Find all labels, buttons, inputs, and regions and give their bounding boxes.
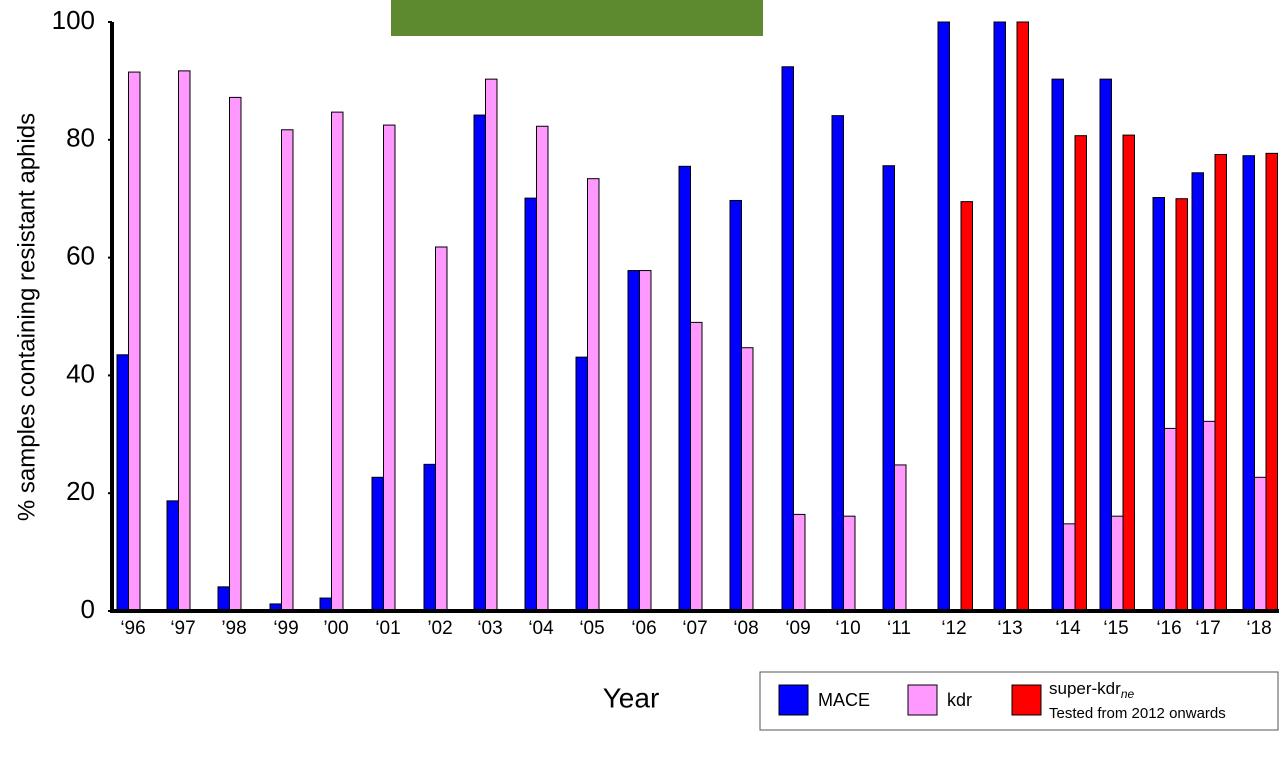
- bar: [117, 355, 129, 611]
- x-tick-label: ‘96: [120, 618, 145, 639]
- bar: [474, 115, 486, 611]
- bar: [742, 348, 754, 611]
- bar: [1176, 199, 1188, 611]
- chart: % samples containing resistant aphids Ye…: [0, 0, 1279, 758]
- x-tick-label: ‘15: [1103, 618, 1128, 639]
- x-tick-label: ‘04: [528, 618, 554, 639]
- x-tick-label: ‘07: [682, 618, 707, 639]
- bar: [424, 464, 436, 611]
- bar: [1123, 135, 1135, 611]
- bar: [938, 22, 950, 611]
- bar: [1243, 156, 1255, 611]
- bar: [525, 198, 537, 611]
- x-tick-label: ‘17: [1195, 618, 1220, 639]
- x-tick-label: ‘11: [887, 618, 911, 639]
- y-tick-label: 40: [66, 358, 95, 388]
- bar: [794, 514, 806, 611]
- bar: [1215, 155, 1227, 611]
- bar: [588, 179, 600, 611]
- legend-subscript: ne: [1121, 687, 1135, 701]
- bar: [844, 516, 856, 611]
- x-tick-label: ‘06: [631, 618, 656, 639]
- bar: [1017, 22, 1029, 611]
- x-tick-label: ‘09: [785, 618, 810, 639]
- bar: [282, 130, 294, 611]
- legend-label: MACE: [818, 690, 870, 710]
- bar: [832, 116, 844, 611]
- bar: [1255, 477, 1267, 611]
- bar: [628, 271, 640, 611]
- x-tick-label: ‘13: [997, 618, 1022, 639]
- y-axis-label: % samples containing resistant aphids: [13, 113, 40, 521]
- y-tick-label: 60: [66, 240, 95, 270]
- legend-name: super-kdr: [1049, 679, 1121, 698]
- bar: [372, 477, 384, 611]
- legend-swatch: [1012, 685, 1041, 715]
- x-tick-label: ’02: [427, 618, 452, 639]
- bar: [1204, 421, 1216, 611]
- legend-swatch: [779, 685, 808, 715]
- bar: [640, 271, 652, 611]
- x-tick-label: ‘18: [1246, 618, 1271, 639]
- x-tick-label: ‘97: [170, 618, 195, 639]
- bar: [167, 501, 179, 611]
- x-tick-label: ‘14: [1055, 618, 1081, 639]
- x-tick-label: ‘05: [579, 618, 604, 639]
- bar: [782, 67, 794, 611]
- bar: [332, 112, 344, 611]
- bar: [691, 322, 703, 611]
- y-tick-label: 100: [52, 5, 95, 35]
- bar: [1266, 153, 1278, 611]
- bar: [1165, 428, 1177, 611]
- legend-swatch: [908, 685, 937, 715]
- x-axis-label: Year: [603, 682, 660, 713]
- bar: [230, 97, 242, 611]
- x-tick-label: ‘99: [273, 618, 298, 639]
- bar: [384, 125, 396, 611]
- bar: [895, 465, 907, 611]
- bar: [537, 126, 549, 611]
- bar: [679, 166, 691, 611]
- x-tick-label: ‘16: [1156, 618, 1181, 639]
- x-tick-label: ‘12: [941, 618, 966, 639]
- bar: [576, 357, 588, 611]
- bar: [730, 200, 742, 611]
- legend-note: Tested from 2012 onwards: [1049, 705, 1226, 722]
- bar: [961, 202, 973, 611]
- bar: [1052, 79, 1064, 611]
- x-tick-label: ‘10: [835, 618, 860, 639]
- x-tick-label: ’00: [323, 618, 348, 639]
- bar: [436, 247, 448, 611]
- y-tick-label: 80: [66, 123, 95, 153]
- bar: [1064, 524, 1076, 611]
- bar: [883, 166, 895, 611]
- bar: [1192, 173, 1204, 611]
- bar: [129, 72, 141, 611]
- bar: [1100, 79, 1112, 611]
- bar: [994, 22, 1006, 611]
- bar: [1112, 516, 1124, 611]
- bar: [486, 79, 498, 611]
- y-tick-label: 20: [66, 476, 95, 506]
- bar: [1075, 136, 1087, 611]
- bar: [1153, 198, 1165, 611]
- bar: [218, 587, 230, 611]
- x-tick-label: ‘08: [733, 618, 758, 639]
- bar: [179, 71, 191, 611]
- photo-strip: [391, 0, 763, 36]
- x-tick-label: ‘03: [477, 618, 502, 639]
- y-tick-label: 0: [81, 594, 95, 624]
- x-tick-label: ‘01: [375, 618, 400, 639]
- x-tick-label: ’98: [221, 618, 246, 639]
- legend-label: kdr: [947, 690, 972, 710]
